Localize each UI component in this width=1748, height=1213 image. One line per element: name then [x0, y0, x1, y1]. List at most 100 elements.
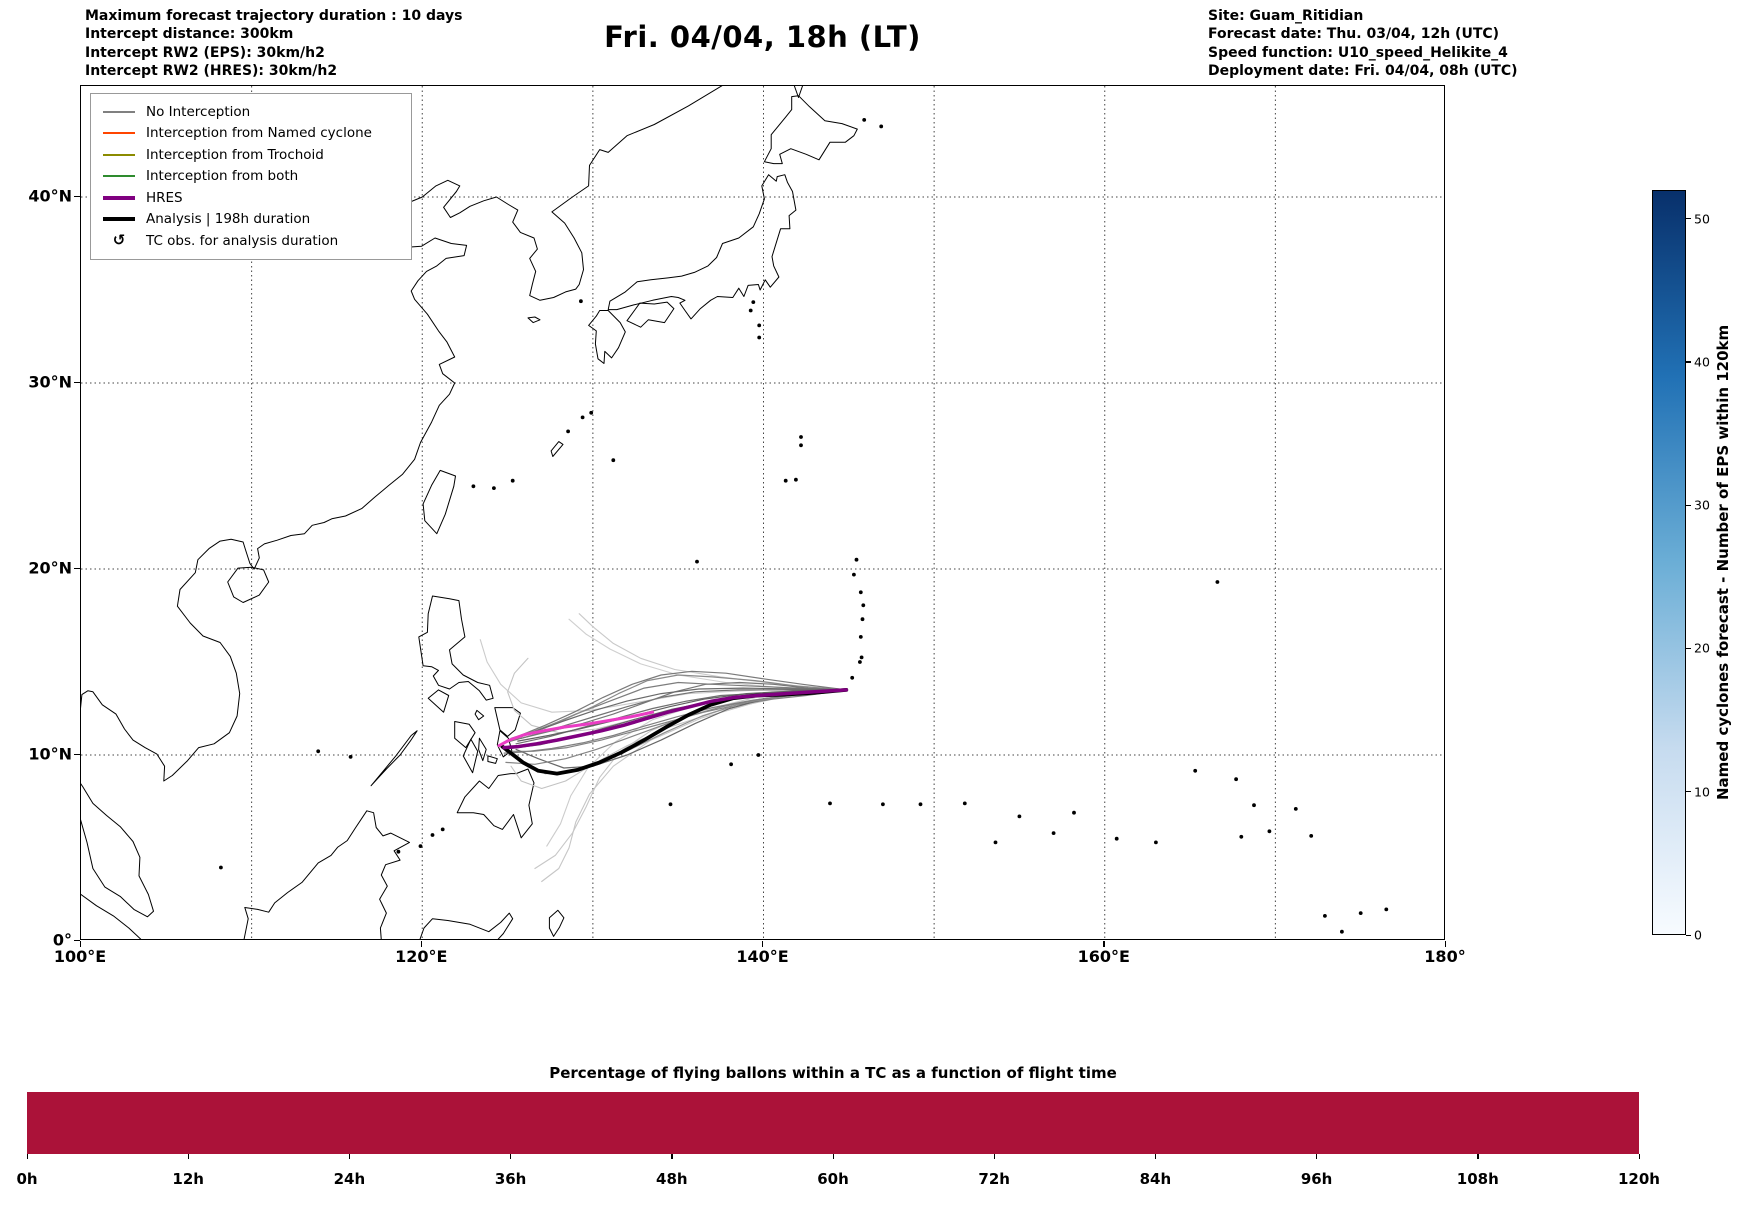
- island-dot: [729, 762, 733, 767]
- line-swatch: [103, 153, 135, 156]
- coastline: [370, 730, 418, 787]
- line-swatch: [103, 195, 135, 200]
- colorbar-tick-label: 50: [1694, 211, 1710, 227]
- site-info-line-3: Speed function: U10_speed_Helikite_4: [1208, 44, 1508, 61]
- coastline: [496, 730, 513, 758]
- colorbar-tick-mark: [1686, 647, 1691, 650]
- island-dot: [1309, 834, 1314, 838]
- island-dot: [1358, 911, 1363, 915]
- island-dot: [430, 833, 435, 837]
- legend-line-sample: [103, 175, 135, 178]
- island-dot: [510, 478, 515, 483]
- legend-item: Analysis | 198h duration: [103, 209, 401, 231]
- x-axis-tick-mark: [1444, 941, 1446, 947]
- flight-time-tick-mark: [671, 1154, 673, 1159]
- site-info-line-2: Forecast date: Thu. 03/04, 12h (UTC): [1208, 26, 1500, 43]
- x-axis-tick-mark: [1103, 941, 1105, 947]
- legend-item-label: Interception from Named cyclone: [146, 125, 372, 142]
- line-swatch: [103, 110, 135, 113]
- map-canvas: [81, 86, 1444, 939]
- y-axis-tick-label: 30°N: [28, 372, 72, 392]
- legend-item-label: TC obs. for analysis duration: [146, 232, 339, 249]
- y-axis-tick-mark: [74, 939, 80, 941]
- island-dot: [962, 801, 967, 806]
- flight-time-tick-label: 12h: [172, 1170, 204, 1188]
- flight-time-tick-label: 96h: [1300, 1170, 1333, 1188]
- island-dot: [580, 415, 585, 420]
- coastline: [454, 721, 476, 749]
- flight-time-tick-label: 48h: [656, 1170, 688, 1188]
- flight-time-tick-label: 0h: [16, 1170, 38, 1188]
- coastline: [462, 738, 479, 774]
- x-axis-tick-mark: [420, 941, 423, 947]
- coastline: [419, 912, 514, 939]
- legend-item: No Interception: [103, 101, 401, 123]
- island-dot: [1267, 829, 1272, 834]
- legend-line-sample: [103, 132, 135, 135]
- colorbar-tick-mark: [1686, 361, 1691, 363]
- param-line-3: Intercept RW2 (EPS): 30km/h2: [85, 44, 325, 61]
- coastline: [81, 86, 723, 918]
- coastline: [607, 174, 797, 320]
- colorbar-gradient: [1652, 190, 1686, 935]
- coastline: [550, 441, 564, 457]
- trajectory-eps-light-5: [568, 618, 847, 691]
- island-dot: [1017, 814, 1022, 819]
- island-dot: [611, 458, 616, 463]
- trajectory-eps-3: [510, 689, 847, 752]
- y-axis-tick-mark: [74, 381, 80, 383]
- coastline: [474, 709, 485, 721]
- island-dot: [1215, 580, 1220, 584]
- site-info-block: Site: Guam_Ritidian Forecast date: Thu. 0…: [1208, 7, 1518, 81]
- island-dot: [751, 300, 756, 304]
- flight-time-tick-mark: [1477, 1154, 1479, 1159]
- site-info-line-1: Site: Guam_Ritidian: [1208, 8, 1364, 24]
- island-dot: [879, 124, 884, 129]
- coastline: [494, 707, 521, 737]
- figure-title: Fri. 04/04, 18h (LT): [604, 20, 921, 54]
- island-dot: [757, 323, 762, 328]
- island-dot: [861, 603, 866, 608]
- flight-time-tick-label: 72h: [978, 1170, 1010, 1188]
- flight-time-tick-mark: [1638, 1154, 1640, 1159]
- legend-line-sample: [103, 195, 135, 200]
- site-info-line-4: Deployment date: Fri. 04/04, 08h (UTC): [1208, 63, 1518, 80]
- legend-item: Interception from both: [103, 166, 401, 188]
- y-axis-tick-label: 0°: [52, 930, 72, 950]
- tc-obs-icon: ↺: [103, 233, 135, 248]
- coastline: [548, 909, 565, 937]
- island-dot: [1072, 810, 1076, 815]
- forecast-parameters-block: Maximum forecast trajectory duration : 1…: [85, 7, 462, 81]
- x-axis-tick-label: 180°: [1424, 947, 1466, 966]
- island-dot: [1234, 777, 1238, 782]
- trajectory-eps-9: [517, 670, 847, 738]
- flight-time-tick-mark: [510, 1154, 512, 1159]
- legend-item: HRES: [103, 187, 401, 209]
- legend-item-label: HRES: [146, 189, 183, 206]
- island-dot: [862, 118, 867, 122]
- trajectory-eps-light-4: [578, 613, 847, 691]
- legend-item-label: No Interception: [146, 103, 251, 120]
- island-dot: [881, 802, 885, 807]
- trajectory-hres-west-magenta: [497, 710, 655, 748]
- param-line-2: Intercept distance: 300km: [85, 26, 294, 43]
- trajectory-eps-5: [510, 674, 847, 739]
- island-dot: [757, 335, 762, 340]
- y-axis-tick-mark: [74, 195, 80, 197]
- island-dot: [579, 299, 583, 304]
- trajectory-eps-light-7: [479, 639, 847, 713]
- island-dot: [850, 675, 855, 680]
- island-dot: [860, 617, 865, 622]
- x-axis-tick-mark: [762, 941, 764, 947]
- colorbar-tick-label: 30: [1694, 497, 1710, 513]
- flight-time-tick-mark: [187, 1154, 190, 1159]
- trajectory-eps-14: [503, 689, 847, 754]
- island-dot: [695, 559, 699, 564]
- island-dot: [1340, 929, 1344, 934]
- x-axis-tick-label: 100°E: [53, 947, 107, 966]
- line-swatch: [103, 132, 135, 135]
- colorbar-tick-mark: [1686, 218, 1691, 220]
- island-dot: [854, 557, 859, 562]
- flight-time-tick-label: 108h: [1456, 1170, 1499, 1188]
- island-dot: [418, 844, 423, 848]
